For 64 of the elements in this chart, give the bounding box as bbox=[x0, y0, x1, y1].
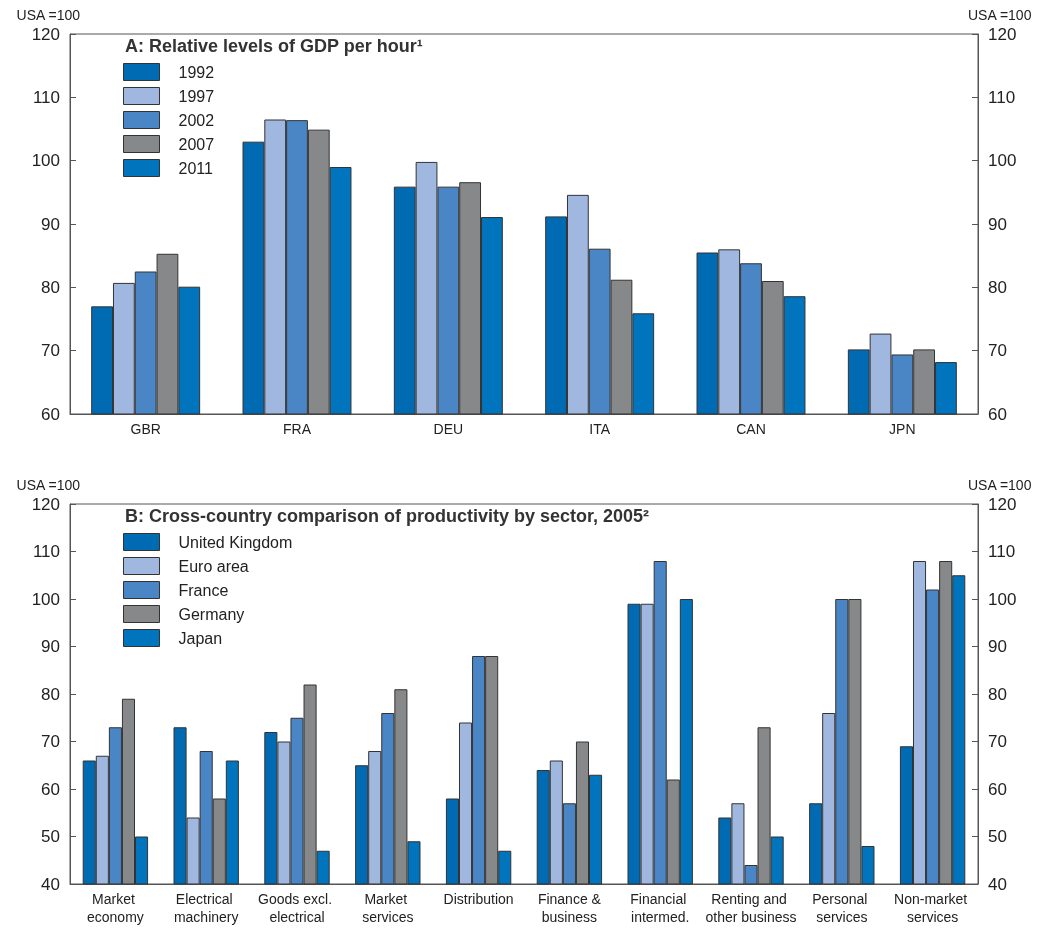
y2-tick-label: 60 bbox=[988, 404, 1007, 424]
chart-title: A: Relative levels of GDP per hour¹ bbox=[125, 36, 423, 56]
legend-label: 2011 bbox=[178, 159, 214, 177]
y2-tick-label: 100 bbox=[988, 151, 1017, 171]
y2-tick-label: 80 bbox=[988, 277, 1007, 297]
y-tick-label: 70 bbox=[41, 732, 60, 751]
y-axis-title: USA =100 bbox=[16, 7, 81, 23]
y2-tick-label: 90 bbox=[988, 637, 1007, 656]
y2-tick-label: 120 bbox=[988, 24, 1017, 44]
x-tick-label: Personal services bbox=[812, 891, 872, 925]
legend-label: 2002 bbox=[178, 111, 215, 129]
y2-tick-label: 40 bbox=[988, 874, 1007, 894]
y-tick-label: 60 bbox=[41, 779, 60, 799]
legend-label: Japan bbox=[178, 629, 223, 647]
y-axis-title: USA =100 bbox=[16, 477, 81, 493]
y-tick-label: 100 bbox=[31, 589, 60, 609]
x-tick-label: Market services bbox=[362, 891, 414, 925]
y-tick-label: 100 bbox=[31, 151, 60, 171]
legend-label: France bbox=[178, 581, 229, 599]
y-tick-label: 80 bbox=[41, 684, 60, 704]
legend-label: 1992 bbox=[178, 63, 215, 81]
x-tick-label: Goods excl. electrical bbox=[258, 891, 336, 925]
legend-label: 2007 bbox=[178, 135, 215, 153]
x-tick-label: Financial intermed. bbox=[630, 891, 691, 925]
y-tick-label: 90 bbox=[41, 637, 60, 656]
x-tick-label: Electrical machinery bbox=[173, 891, 239, 925]
y-tick-label: 120 bbox=[31, 24, 60, 44]
x-tick-label: FRA bbox=[283, 421, 312, 437]
y2-tick-label: 80 bbox=[988, 684, 1007, 704]
y2-tick-label: 50 bbox=[988, 827, 1007, 846]
x-tick-label: Distribution bbox=[443, 891, 514, 907]
y-tick-label: 90 bbox=[41, 214, 60, 234]
x-tick-label: GBR bbox=[130, 421, 161, 437]
x-tick-label: Market economy bbox=[86, 891, 144, 925]
y2-tick-label: 70 bbox=[988, 341, 1007, 361]
legend-label: Germany bbox=[178, 605, 245, 623]
x-tick-label: DEU bbox=[433, 421, 464, 437]
y2-tick-label: 60 bbox=[988, 779, 1007, 799]
x-tick-label: CAN bbox=[736, 421, 766, 437]
y2-axis-title: USA =100 bbox=[968, 7, 1032, 23]
x-tick-label: ITA bbox=[589, 421, 611, 437]
y2-tick-label: 110 bbox=[988, 87, 1016, 107]
y-tick-label: 110 bbox=[32, 542, 60, 561]
x-tick-label: Non-market services bbox=[894, 891, 972, 925]
y2-tick-label: 110 bbox=[988, 542, 1016, 561]
y2-tick-label: 90 bbox=[988, 214, 1007, 234]
legend-label: Euro area bbox=[178, 557, 249, 575]
y-tick-label: 60 bbox=[41, 404, 60, 424]
chart-title: B: Cross-country comparison of productivity by sector, 2005² bbox=[125, 506, 650, 526]
legend-label: United Kingdom bbox=[178, 533, 293, 551]
x-tick-label: Finance &business bbox=[537, 891, 602, 925]
y-tick-label: 40 bbox=[41, 874, 60, 894]
y-tick-label: 70 bbox=[41, 341, 60, 361]
x-tick-label: Renting and other business bbox=[705, 891, 797, 925]
y2-axis-title: USA =100 bbox=[968, 477, 1032, 493]
y-tick-label: 110 bbox=[32, 87, 60, 107]
x-tick-label: JPN bbox=[889, 421, 916, 437]
y2-tick-label: 120 bbox=[988, 494, 1017, 514]
y2-tick-label: 100 bbox=[988, 589, 1017, 609]
legend-label: 1997 bbox=[178, 87, 215, 105]
y-tick-label: 80 bbox=[41, 277, 60, 297]
y-tick-label: 50 bbox=[41, 827, 60, 846]
y2-tick-label: 70 bbox=[988, 732, 1007, 751]
y-tick-label: 120 bbox=[31, 494, 60, 514]
